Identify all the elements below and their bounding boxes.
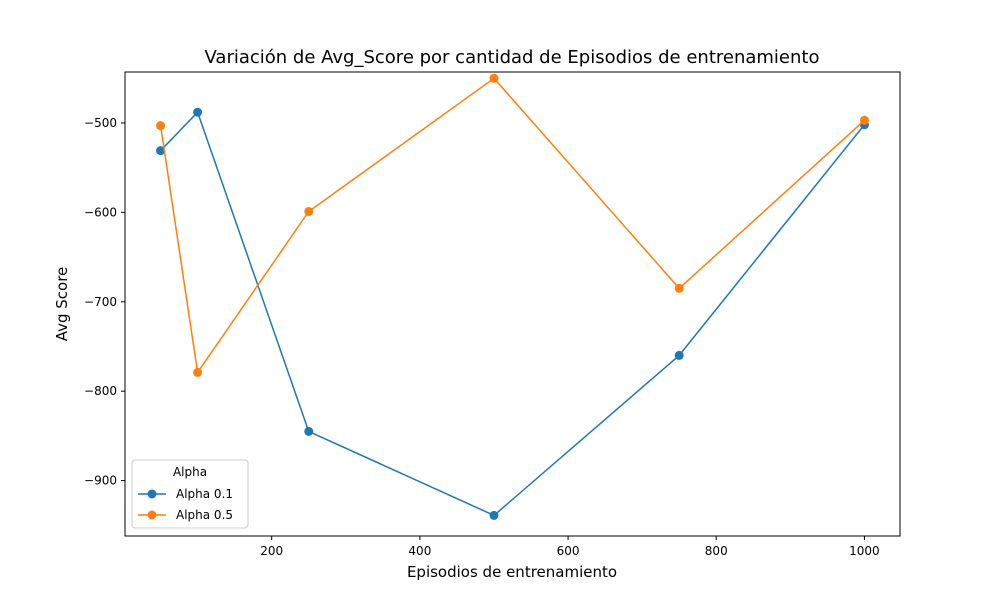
data-point <box>674 283 684 293</box>
data-point <box>193 107 203 117</box>
data-point <box>304 206 314 216</box>
y-tick-label: −800 <box>84 384 117 398</box>
series-line <box>160 111 865 517</box>
series-line <box>159 77 865 374</box>
data-point <box>193 367 203 377</box>
y-tick-label: −500 <box>84 116 117 130</box>
data-point <box>304 426 314 436</box>
chart-title: Variación de Avg_Score por cantidad de E… <box>205 47 820 68</box>
x-axis-label: Episodios de entrenamiento <box>407 563 617 581</box>
data-point <box>674 350 684 360</box>
legend-item: Alpha 0.1 <box>138 487 233 501</box>
x-axis: 200 400 600 800 1000 <box>260 536 880 558</box>
y-tick-label: −600 <box>84 205 117 219</box>
legend-item: Alpha 0.5 <box>138 508 233 522</box>
x-tick-label: 1000 <box>849 544 880 558</box>
legend: Alpha Alpha 0.1 Alpha 0.5 <box>131 459 249 529</box>
data-point <box>859 115 869 125</box>
legend-label: Alpha 0.1 <box>176 487 233 501</box>
y-tick-label: −900 <box>84 474 117 488</box>
legend-marker <box>147 510 157 520</box>
data-point <box>489 510 499 520</box>
legend-marker <box>147 489 157 499</box>
series-2 <box>156 73 869 377</box>
data-point <box>156 146 166 156</box>
x-tick-label: 600 <box>557 544 580 558</box>
data-point <box>156 121 166 131</box>
series-layer <box>156 73 869 520</box>
legend-title: Alpha <box>173 465 207 479</box>
y-axis-label: Avg Score <box>53 267 71 342</box>
x-tick-label: 800 <box>705 544 728 558</box>
x-tick-label: 200 <box>260 544 283 558</box>
plot-area <box>124 71 901 537</box>
legend-label: Alpha 0.5 <box>176 508 233 522</box>
x-tick-label: 400 <box>408 544 431 558</box>
legend-box <box>131 459 249 529</box>
y-axis: −900 −800 −700 −600 −500 <box>84 116 125 488</box>
data-point <box>489 73 499 83</box>
y-tick-label: −700 <box>84 295 117 309</box>
